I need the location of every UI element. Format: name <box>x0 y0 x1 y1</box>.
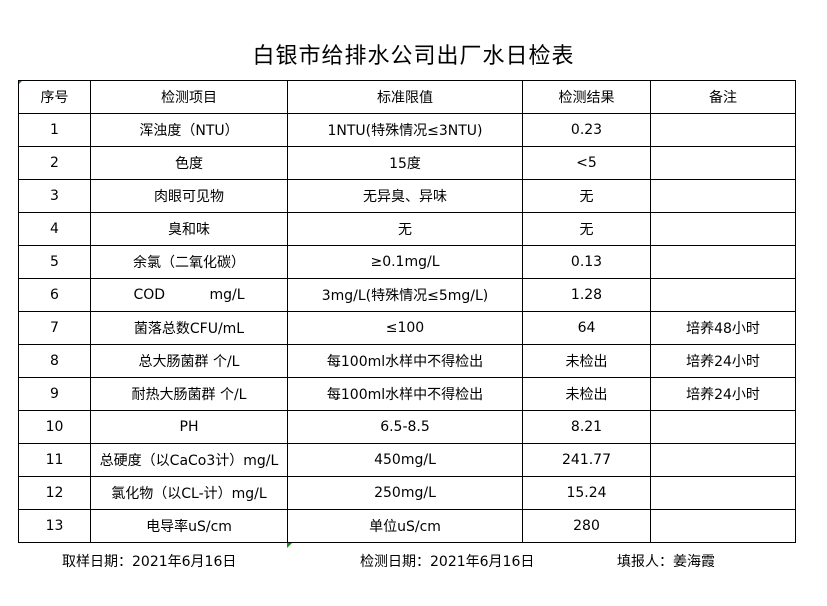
test-item-cell: 菌落总数CFU/mL <box>90 311 288 345</box>
test-result-cell: <5 <box>522 146 651 180</box>
standard-limit-cell: 每100ml水样中不得检出 <box>287 377 523 411</box>
row-number-cell: 10 <box>18 410 91 444</box>
test-result-cell: 无 <box>522 212 651 246</box>
standard-limit-cell: 250mg/L <box>287 476 523 510</box>
page-title: 白银市给排水公司出厂水日检表 <box>252 44 575 69</box>
standard-limit-cell: ≥0.1mg/L <box>287 245 523 279</box>
remark-cell <box>650 509 796 543</box>
table-row: 5 余氯（二氧化碳） ≥0.1mg/L 0.13 <box>18 245 796 279</box>
test-result-cell: 0.13 <box>522 245 651 279</box>
remark-cell <box>650 476 796 510</box>
remark-cell <box>650 113 796 147</box>
standard-limit-cell: 无异臭、异味 <box>287 179 523 213</box>
test-result-cell: 无 <box>522 179 651 213</box>
standard-limit-cell: 单位uS/cm <box>287 509 523 543</box>
remark-cell <box>650 212 796 246</box>
row-number-cell: 11 <box>18 443 91 477</box>
row-number-cell: 6 <box>18 278 91 312</box>
header-cell: 备注 <box>650 80 796 114</box>
standard-limit-cell: 1NTU(特殊情况≤3NTU) <box>287 113 523 147</box>
test-result-cell: 1.28 <box>522 278 651 312</box>
standard-limit-cell: 3mg/L(特殊情况≤5mg/L) <box>287 278 523 312</box>
row-number-cell: 4 <box>18 212 91 246</box>
table-row: 1 浑浊度（NTU） 1NTU(特殊情况≤3NTU) 0.23 <box>18 113 796 147</box>
test-item-cell: 总硬度（以CaCo3计）mg/L <box>90 443 288 477</box>
test-date: 检测日期：2021年6月16日 <box>360 554 535 570</box>
test-result-cell: 0.23 <box>522 113 651 147</box>
table-row: 8 总大肠菌群 个/L 每100ml水样中不得检出 未检出 培养24小时 <box>18 344 796 378</box>
remark-cell <box>650 443 796 477</box>
table-row: 7 菌落总数CFU/mL ≤100 64 培养48小时 <box>18 311 796 345</box>
standard-limit-cell: ≤100 <box>287 311 523 345</box>
table-row: 11 总硬度（以CaCo3计）mg/L 450mg/L 241.77 <box>18 443 796 477</box>
sample-date: 取样日期：2021年6月16日 <box>62 554 237 570</box>
test-item-cell: 余氯（二氧化碳） <box>90 245 288 279</box>
standard-limit-cell: 15度 <box>287 146 523 180</box>
test-item-cell: 肉眼可见物 <box>90 179 288 213</box>
reporter: 填报人：姜海霞 <box>617 554 715 570</box>
test-item-cell: 电导率uS/cm <box>90 509 288 543</box>
test-item-cell: 浑浊度（NTU） <box>90 113 288 147</box>
table-row: 2 色度 15度 <5 <box>18 146 796 180</box>
test-result-cell: 未检出 <box>522 377 651 411</box>
test-item-cell: 色度 <box>90 146 288 180</box>
remark-cell <box>650 245 796 279</box>
table-row: 13 电导率uS/cm 单位uS/cm 280 <box>18 509 796 543</box>
row-number-cell: 12 <box>18 476 91 510</box>
test-item-cell: 耐热大肠菌群 个/L <box>90 377 288 411</box>
row-number-cell: 13 <box>18 509 91 543</box>
table-row: 9 耐热大肠菌群 个/L 每100ml水样中不得检出 未检出 培养24小时 <box>18 377 796 411</box>
test-result-cell: 8.21 <box>522 410 651 444</box>
row-number-cell: 3 <box>18 179 91 213</box>
table-row: 3 肉眼可见物 无异臭、异味无 <box>18 179 796 213</box>
row-number-cell: 1 <box>18 113 91 147</box>
test-item-cell: COD mg/L <box>90 278 288 312</box>
standard-limit-cell: 无 <box>287 212 523 246</box>
header-cell: 序号 <box>18 80 91 114</box>
standard-limit-cell: 450mg/L <box>287 443 523 477</box>
test-result-cell: 280 <box>522 509 651 543</box>
header-cell: 标准限值 <box>287 80 523 114</box>
remark-cell <box>650 146 796 180</box>
row-number-cell: 2 <box>18 146 91 180</box>
remark-cell: 培养48小时 <box>650 311 796 345</box>
row-number-cell: 9 <box>18 377 91 411</box>
standard-limit-cell: 6.5-8.5 <box>287 410 523 444</box>
table-row: 12 氯化物（以CL-计）mg/L 250mg/L 15.24 <box>18 476 796 510</box>
row-number-cell: 7 <box>18 311 91 345</box>
cell-marker <box>287 543 292 548</box>
test-item-cell: 臭和味 <box>90 212 288 246</box>
inspection-table: 序号 检测项目 标准限值 检测结果 备注 1 浑浊度（NTU） 1NTU(特殊情况≤… <box>18 80 796 543</box>
table-row: 4 臭和味无无 <box>18 212 796 246</box>
test-result-cell: 241.77 <box>522 443 651 477</box>
remark-cell: 培养24小时 <box>650 377 796 411</box>
table-header-row: 序号 检测项目 标准限值 检测结果 备注 <box>18 80 796 114</box>
remark-cell <box>650 278 796 312</box>
test-result-cell: 64 <box>522 311 651 345</box>
row-number-cell: 5 <box>18 245 91 279</box>
row-number-cell: 8 <box>18 344 91 378</box>
header-cell: 检测项目 <box>90 80 288 114</box>
test-item-cell: 氯化物（以CL-计）mg/L <box>90 476 288 510</box>
test-result-cell: 未检出 <box>522 344 651 378</box>
remark-cell: 培养24小时 <box>650 344 796 378</box>
header-cell: 检测结果 <box>522 80 651 114</box>
test-item-cell: PH <box>90 410 288 444</box>
test-result-cell: 15.24 <box>522 476 651 510</box>
remark-cell <box>650 179 796 213</box>
table-row: 10 PH 6.5-8.5 8.21 <box>18 410 796 444</box>
remark-cell <box>650 410 796 444</box>
table-row: 6 COD mg/L 3mg/L(特殊情况≤5mg/L) 1.28 <box>18 278 796 312</box>
test-item-cell: 总大肠菌群 个/L <box>90 344 288 378</box>
standard-limit-cell: 每100ml水样中不得检出 <box>287 344 523 378</box>
